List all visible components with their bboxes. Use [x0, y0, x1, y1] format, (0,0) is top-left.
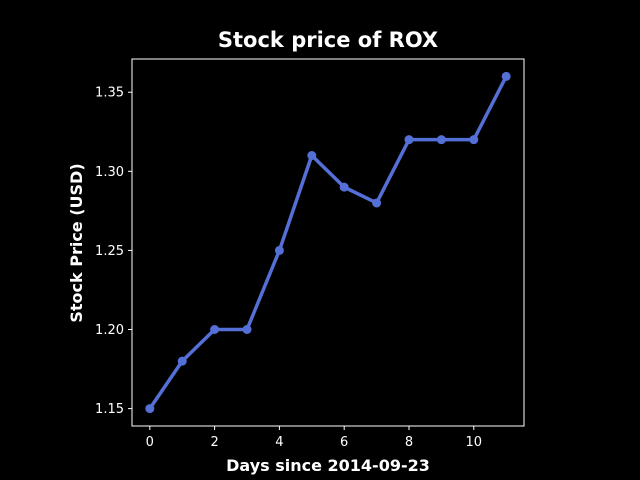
- data-point: [502, 72, 511, 81]
- plot-area: [132, 59, 524, 426]
- y-tick-label: 1.15: [95, 402, 124, 417]
- x-tick-label: 0: [146, 435, 154, 450]
- x-axis-ticks: 0 2 4 6 8 10: [146, 426, 482, 450]
- data-point: [307, 151, 316, 160]
- x-axis-label: Days since 2014-09-23: [226, 456, 430, 475]
- data-point: [404, 135, 413, 144]
- y-axis-ticks: 1.15 1.20 1.25 1.30 1.35: [95, 86, 132, 417]
- data-point: [340, 183, 349, 192]
- x-tick-label: 10: [466, 435, 483, 450]
- x-tick-label: 4: [275, 435, 283, 450]
- data-point: [372, 198, 381, 207]
- chart-title: Stock price of ROX: [218, 28, 438, 52]
- x-tick-label: 6: [340, 435, 348, 450]
- y-tick-label: 1.25: [95, 244, 124, 259]
- y-tick-label: 1.30: [95, 165, 124, 180]
- data-point: [275, 246, 284, 255]
- y-axis-label: Stock Price (USD): [67, 163, 86, 322]
- x-tick-label: 2: [210, 435, 218, 450]
- y-tick-label: 1.20: [95, 323, 124, 338]
- data-point: [178, 357, 187, 366]
- data-point: [437, 135, 446, 144]
- y-tick-label: 1.35: [95, 86, 124, 101]
- data-point: [145, 404, 154, 413]
- data-point: [469, 135, 478, 144]
- x-tick-label: 8: [405, 435, 413, 450]
- data-point: [243, 325, 252, 334]
- data-point: [210, 325, 219, 334]
